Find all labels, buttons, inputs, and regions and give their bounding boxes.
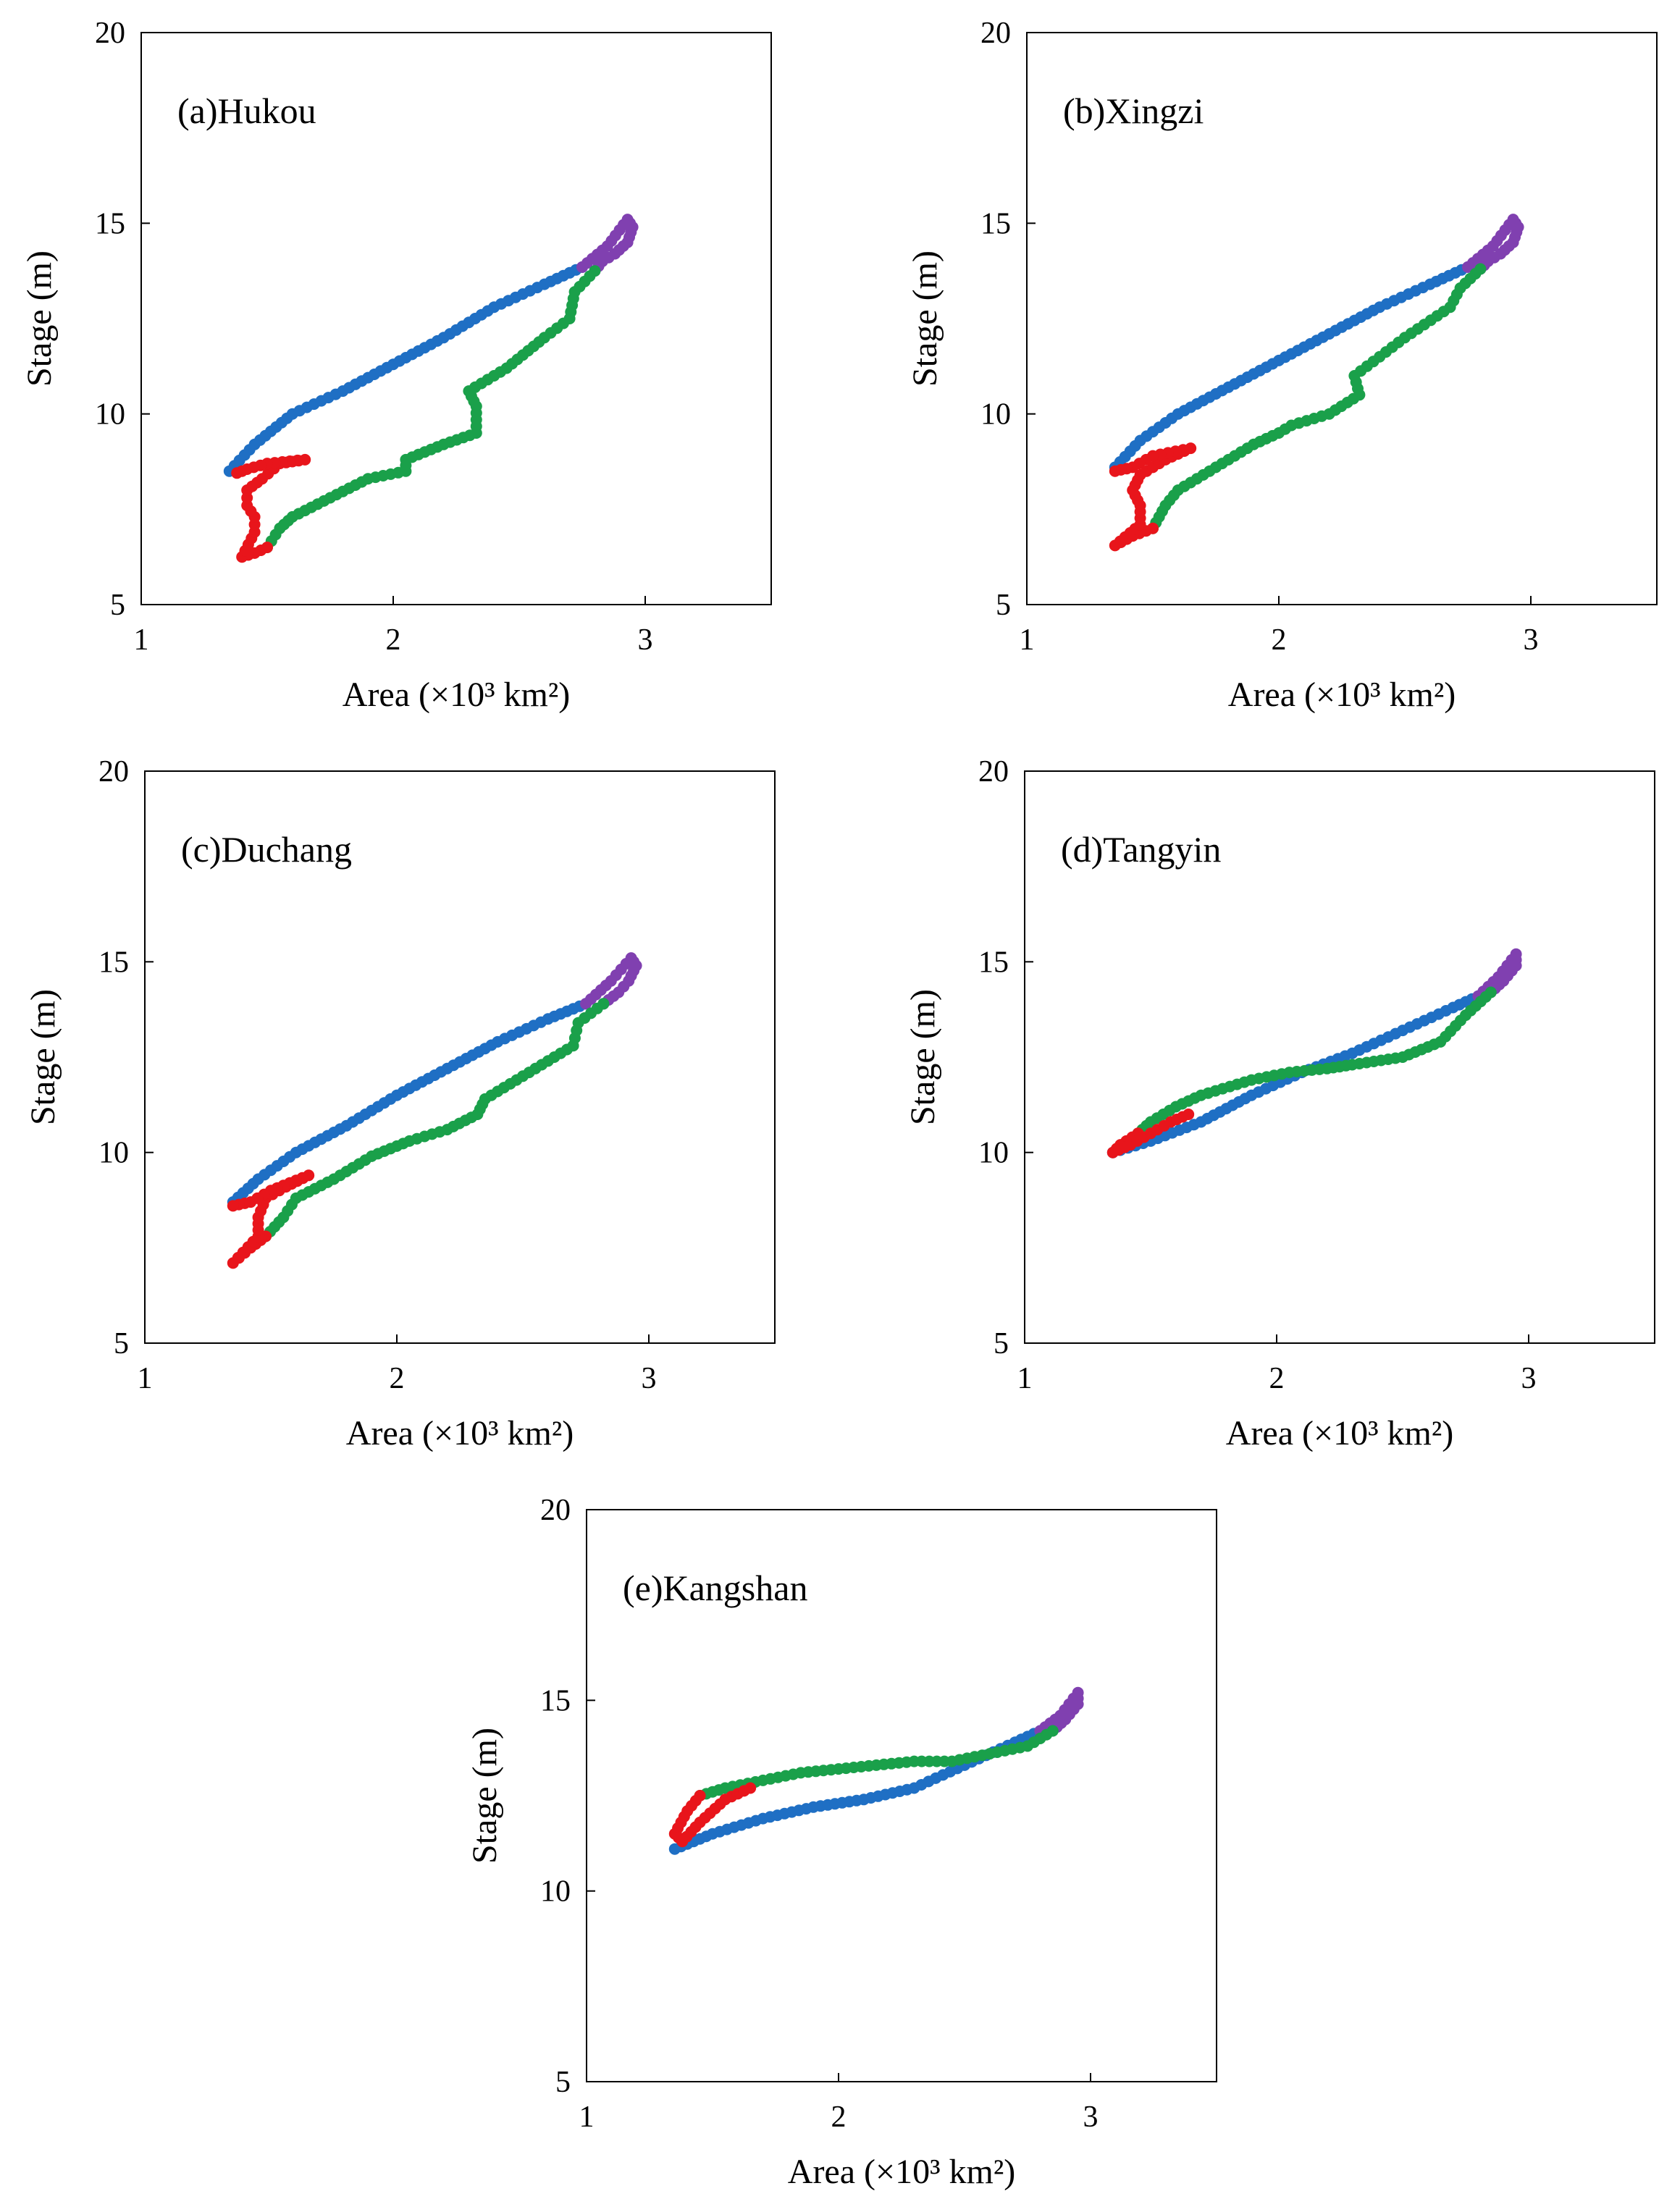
series-4 xyxy=(227,1169,315,1269)
y-tick-label: 5 xyxy=(994,1327,1009,1361)
series-3 xyxy=(1147,263,1487,534)
data-point xyxy=(1183,1109,1195,1120)
series-1 xyxy=(1109,261,1474,474)
series-2 xyxy=(1034,1686,1084,1737)
data-point xyxy=(1109,465,1121,477)
series-4 xyxy=(1109,442,1197,552)
x-axis-label: Area (×10³ km²) xyxy=(1226,1414,1453,1452)
y-tick-label: 15 xyxy=(540,1684,571,1717)
x-tick-label: 3 xyxy=(1083,2100,1099,2134)
y-tick-label: 20 xyxy=(95,17,125,50)
plot-frame xyxy=(1026,32,1658,605)
x-tick-label: 2 xyxy=(1269,1362,1285,1395)
y-tick-label: 15 xyxy=(978,946,1009,979)
panel-title: (b)Xingzi xyxy=(1063,91,1204,131)
series-4 xyxy=(1106,1109,1195,1158)
panel-e: 1 2 3 5 10 15 20 (e)Kangshan Area (×10³ km²) Stag… xyxy=(466,1494,1217,2191)
series-4 xyxy=(231,453,311,563)
x-axis-label: Area (×10³ km²) xyxy=(788,2153,1015,2191)
x-tick-label: 2 xyxy=(386,623,401,657)
series-3 xyxy=(260,998,610,1242)
x-tick-label: 3 xyxy=(638,623,653,657)
series-2 xyxy=(580,952,642,1010)
panel-c: 1 2 3 5 10 15 20 (c)Duchang Area (×10³ km²) Stage… xyxy=(24,755,776,1452)
y-tick-label: 15 xyxy=(980,207,1011,240)
x-tick-label: 1 xyxy=(134,623,149,657)
x-tick-label: 3 xyxy=(1524,623,1539,657)
x-tick-label: 1 xyxy=(138,1362,153,1395)
series-2 xyxy=(576,214,639,277)
series-1 xyxy=(223,261,588,477)
y-tick-label: 10 xyxy=(540,1875,571,1909)
x-axis-label: Area (×10³ km²) xyxy=(1228,676,1456,714)
series-2 xyxy=(1472,948,1522,1002)
panel-title: (e)Kangshan xyxy=(623,1568,807,1608)
x-tick-label: 2 xyxy=(831,2100,847,2134)
y-tick-label: 15 xyxy=(95,207,125,240)
plot-frame xyxy=(1024,770,1655,1344)
plot-frame xyxy=(140,32,772,605)
x-axis-label: Area (×10³ km²) xyxy=(346,1414,574,1452)
data-point xyxy=(227,1200,239,1212)
x-tick-label: 1 xyxy=(1020,623,1035,657)
y-axis-label: Stage (m) xyxy=(24,989,62,1125)
y-tick-label: 10 xyxy=(978,1137,1009,1170)
x-tick-label: 1 xyxy=(579,2100,595,2134)
panel-a: 1 2 3 5 10 15 20 (a)Hukou Area (×10³ km²) Stage (… xyxy=(20,17,772,714)
x-tick-label: 3 xyxy=(642,1362,657,1395)
series-3 xyxy=(261,265,601,553)
y-tick-label: 5 xyxy=(114,1327,129,1361)
x-tick-label: 2 xyxy=(1272,623,1287,657)
y-tick-label: 5 xyxy=(996,589,1011,622)
panel-d: 1 2 3 5 10 15 20 (d)Tangyin Area (×10³ km²) Stage… xyxy=(904,755,1655,1452)
y-tick-label: 20 xyxy=(98,755,129,789)
series-2 xyxy=(1462,214,1524,275)
panel-title: (a)Hukou xyxy=(177,91,316,131)
y-tick-label: 10 xyxy=(98,1137,129,1170)
panel-title: (d)Tangyin xyxy=(1061,829,1221,870)
y-axis-label: Stage (m) xyxy=(904,989,942,1125)
y-tick-label: 10 xyxy=(95,398,125,432)
series-1 xyxy=(227,998,592,1208)
y-tick-label: 20 xyxy=(980,17,1011,50)
plot-frame xyxy=(144,770,776,1344)
plot-frame xyxy=(586,1509,1217,2082)
y-tick-label: 10 xyxy=(980,398,1011,432)
y-axis-label: Stage (m) xyxy=(20,251,59,387)
y-tick-label: 5 xyxy=(555,2066,571,2099)
data-point xyxy=(744,1782,757,1794)
y-tick-label: 20 xyxy=(978,755,1009,789)
x-axis-label: Area (×10³ km²) xyxy=(343,676,570,714)
y-axis-label: Stage (m) xyxy=(466,1728,504,1864)
panel-title: (c)Duchang xyxy=(181,829,352,870)
y-tick-label: 15 xyxy=(98,946,129,979)
data-point xyxy=(231,467,243,479)
panel-b: 1 2 3 5 10 15 20 (b)Xingzi Area (×10³ km²) Stage … xyxy=(906,17,1658,714)
x-tick-label: 2 xyxy=(390,1362,405,1395)
y-tick-label: 20 xyxy=(540,1494,571,1527)
y-tick-label: 5 xyxy=(110,589,125,622)
y-axis-label: Stage (m) xyxy=(906,251,944,387)
series-4 xyxy=(668,1782,757,1848)
x-tick-label: 1 xyxy=(1017,1362,1033,1395)
x-tick-label: 3 xyxy=(1521,1362,1537,1395)
